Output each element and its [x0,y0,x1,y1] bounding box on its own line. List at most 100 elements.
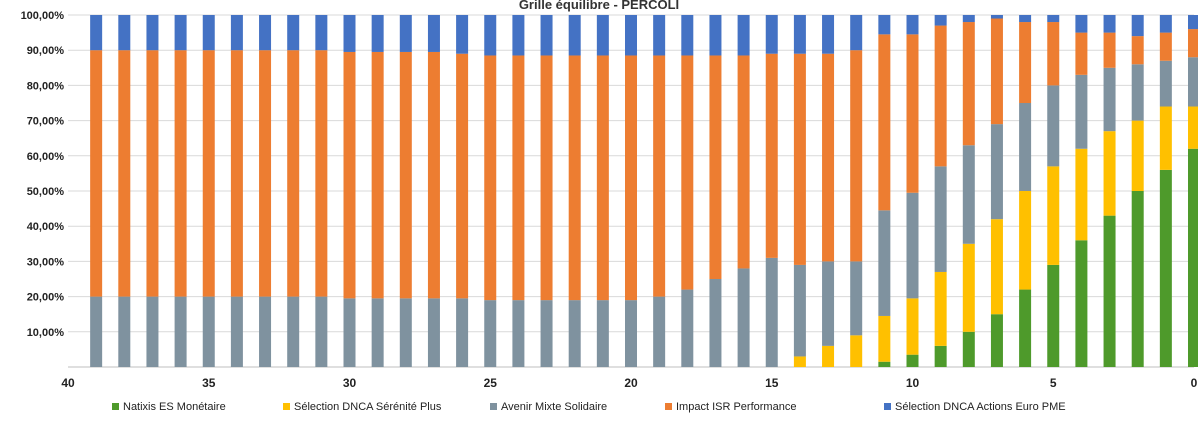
bar-segment [934,166,947,272]
bar-segment [1047,15,1060,23]
legend-swatch [490,403,497,410]
bar-segment [878,15,891,35]
bar-segment [343,298,356,367]
bar-segment [906,34,919,193]
bar-segment [259,50,272,297]
bar-segment [625,55,637,301]
bar-segment [765,257,778,367]
bar-segment [287,15,300,51]
bar-segment [1131,15,1144,37]
bar-segment [1159,15,1172,33]
bar-segment [568,300,581,367]
bar-segment [371,298,384,367]
bar-segment [259,296,272,367]
bar-segment [822,15,835,54]
bar-segment [1047,264,1060,367]
bar-segment [427,15,440,52]
bar-segment [512,300,525,367]
bar-segment [202,50,215,297]
x-tick-label: 10 [906,376,920,390]
bar-segment [1188,106,1198,149]
legend-label: Sélection DNCA Sérénité Plus [294,401,442,413]
bar-segment [962,331,975,367]
bar-segment [146,50,159,297]
bar-segment [287,296,300,367]
bar-segment [343,51,356,299]
legend-swatch [665,403,672,410]
bar-segment [765,15,778,54]
bar-segment [878,361,891,367]
bar-segment [315,296,328,367]
bar-segment [1047,166,1060,265]
bar-segment [118,50,131,297]
bar-segment [202,15,215,51]
legend-swatch [884,403,891,410]
bar-segment [456,298,469,367]
bar-segment [174,15,187,51]
bar-segment [1019,103,1032,191]
bar-segment [568,15,581,56]
bar-segment [1047,85,1060,167]
bar-segment [625,15,637,56]
x-tick-label: 5 [1050,376,1057,390]
bar-segment [878,210,891,316]
bar-segment [484,300,497,367]
bar-segment [625,300,637,367]
bar-segment [990,15,1003,19]
bar-segment [1019,22,1032,103]
y-tick-label: 80,00% [27,80,65,92]
bar-segment [934,345,947,367]
bar-segment [90,50,103,297]
bar-segment [1131,191,1144,367]
bar-segment [174,50,187,297]
bar-segment [427,298,440,367]
bar-segment [90,296,103,367]
bar-segment [427,51,440,299]
bar-segment [1159,106,1172,170]
legend-label: Impact ISR Performance [676,401,796,413]
x-tick-label: 0 [1191,376,1198,390]
legend-label: Natixis ES Monétaire [123,401,226,413]
bar-segment [540,300,553,367]
bar-segment [962,15,975,23]
bar-segment [737,15,750,56]
x-tick-label: 20 [624,376,638,390]
bar-segment [1103,67,1116,132]
y-tick-label: 70,00% [27,116,65,128]
bar-segment [878,34,891,211]
y-tick-label: 30,00% [27,256,65,268]
bar-segment [906,298,919,355]
y-tick-label: 10,00% [27,327,65,339]
bar-segment [315,50,328,297]
legend-swatch [283,403,290,410]
bar-segment [540,15,553,56]
bar-segment [230,296,243,367]
bar-segment [906,192,919,299]
bar-segment [1075,15,1088,33]
bar-segment [850,335,863,367]
bar-segment [793,264,806,357]
y-tick-label: 60,00% [27,151,65,163]
bar-segment [822,345,835,367]
bar-segment [653,296,666,367]
bar-segment [765,53,778,258]
y-tick-label: 100,00% [21,10,65,22]
y-tick-label: 20,00% [27,292,65,304]
bar-segment [456,15,469,54]
bar-segment [596,55,609,301]
bar-segment [343,15,356,52]
bar-segment [1131,64,1144,121]
x-tick-label: 15 [765,376,779,390]
x-axis: 40 35 30 25 20 15 10 5 0 [61,376,1197,390]
bar-segment [259,15,272,51]
bar-segment [990,124,1003,220]
y-axis: 10,00% 20,00% 30,00% 40,00% 50,00% 60,00% 70,0… [21,10,65,339]
bar-segment [399,51,412,299]
bar-segment [230,50,243,297]
bar-segment [681,289,694,367]
bar-segment [1075,32,1088,75]
legend: Natixis ES Monétaire Sélection DNCA Sérén… [112,401,1066,413]
bar-segment [962,145,975,244]
bar-segment [540,55,553,301]
